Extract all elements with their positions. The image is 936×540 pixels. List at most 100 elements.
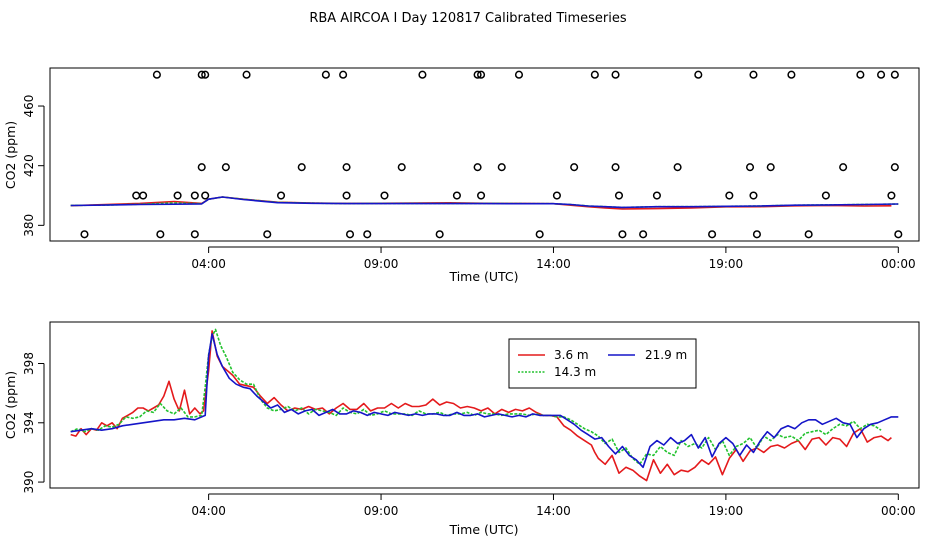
bottom-panel: 04:00 09:00 14:00 19:00 00:00 390 394 398 Time… <box>3 321 920 537</box>
calibration-point <box>611 163 620 172</box>
calibration-point <box>477 191 486 200</box>
calibration-point <box>890 70 899 79</box>
calibration-point <box>611 70 620 79</box>
bottom-x-tick-label: 00:00 <box>881 504 916 518</box>
top-y-tick-label: 460 <box>22 95 36 118</box>
bottom-y-tick-label: 394 <box>22 411 36 434</box>
calibration-point <box>152 70 161 79</box>
top-y-axis: 380 420 460 <box>22 95 45 237</box>
calibration-point <box>535 230 544 239</box>
top-calibration-points <box>80 70 903 239</box>
calibration-point <box>339 70 348 79</box>
calibration-point <box>342 191 351 200</box>
calibration-point <box>473 70 482 79</box>
calibration-point <box>263 230 272 239</box>
calibration-point <box>190 191 199 200</box>
calibration-point <box>570 163 579 172</box>
bottom-series-line-3-6-m <box>70 330 892 482</box>
bottom-x-axis: 04:00 09:00 14:00 19:00 00:00 <box>191 493 916 518</box>
calibration-point <box>752 230 761 239</box>
calibration-point <box>708 230 717 239</box>
calibration-point <box>190 230 199 239</box>
top-panel: 04:00 09:00 14:00 19:00 00:00 380 420 460 Time… <box>3 67 920 284</box>
top-y-axis-label: CO2 (ppm) <box>3 121 18 189</box>
top-x-tick-label: 04:00 <box>191 257 226 271</box>
bottom-series-line-21-9-m <box>70 333 899 469</box>
calibration-point <box>725 191 734 200</box>
calibration-point <box>856 70 865 79</box>
calibration-point <box>745 163 755 172</box>
calibration-point <box>887 191 896 200</box>
calibration-point <box>139 191 148 200</box>
calibration-point <box>894 230 903 239</box>
calibration-point <box>80 230 89 239</box>
bottom-y-axis-label: CO2 (ppm) <box>3 371 18 439</box>
top-x-axis-label: Time (UTC) <box>448 269 518 284</box>
calibration-point <box>652 191 661 200</box>
calibration-point <box>890 163 899 172</box>
calibration-point <box>590 70 599 79</box>
calibration-point <box>673 163 682 172</box>
calibration-point <box>821 191 830 200</box>
calibration-point <box>221 163 230 172</box>
calibration-point <box>614 191 624 200</box>
top-y-tick-label: 420 <box>22 154 36 177</box>
calibration-point <box>132 191 141 200</box>
legend-box <box>508 338 697 389</box>
legend-label-21-9m: 21.9 m <box>645 348 687 362</box>
calibration-point <box>345 230 355 239</box>
calibration-point <box>514 70 524 79</box>
calibration-point <box>276 191 286 200</box>
calibration-point <box>435 230 444 239</box>
bottom-y-tick-label: 398 <box>22 352 36 375</box>
top-series-group <box>70 196 899 210</box>
calibration-point <box>201 191 210 200</box>
legend: 3.6 m 21.9 m 14.3 m <box>508 338 697 389</box>
calibration-point <box>363 230 372 239</box>
top-plot-frame <box>49 67 920 242</box>
calibration-point <box>839 163 848 172</box>
calibration-point <box>197 70 206 79</box>
calibration-point <box>156 230 165 239</box>
calibration-point <box>452 191 461 200</box>
calibration-point <box>342 163 351 172</box>
bottom-y-axis: 390 394 398 <box>22 352 45 494</box>
calibration-point <box>173 191 182 200</box>
calibration-point <box>749 70 758 79</box>
bottom-x-tick-label: 14:00 <box>536 504 571 518</box>
bottom-series-group <box>70 328 899 482</box>
calibration-point <box>201 70 210 79</box>
calibration-point <box>297 163 306 172</box>
bottom-series-line-14-3-m <box>70 328 882 466</box>
calibration-point <box>397 163 406 172</box>
top-y-tick-label: 380 <box>22 214 36 237</box>
bottom-plot-frame <box>49 321 920 489</box>
bottom-x-tick-label: 04:00 <box>191 504 226 518</box>
top-x-tick-label: 00:00 <box>881 257 916 271</box>
calibration-point <box>749 191 758 200</box>
calibration-point <box>877 70 886 79</box>
top-x-tick-label: 14:00 <box>536 257 571 271</box>
calibration-point <box>497 163 506 172</box>
bottom-y-tick-label: 390 <box>22 471 36 494</box>
top-x-axis: 04:00 09:00 14:00 19:00 00:00 <box>191 246 916 271</box>
calibration-point <box>321 70 330 79</box>
calibration-point <box>242 70 251 79</box>
bottom-x-tick-label: 19:00 <box>709 504 744 518</box>
top-x-tick-label: 09:00 <box>364 257 399 271</box>
calibration-point <box>804 230 813 239</box>
calibration-point <box>766 163 775 172</box>
calibration-point <box>787 70 796 79</box>
bottom-x-axis-label: Time (UTC) <box>448 522 518 537</box>
figure-title: RBA AIRCOA I Day 120817 Calibrated Times… <box>309 11 627 26</box>
bottom-x-tick-label: 09:00 <box>364 504 399 518</box>
calibration-point <box>473 163 482 172</box>
calibration-point <box>197 163 206 172</box>
calibration-point <box>552 191 561 200</box>
calibration-point <box>639 230 648 239</box>
top-x-tick-label: 19:00 <box>709 257 744 271</box>
legend-label-14-3m: 14.3 m <box>554 365 596 379</box>
calibration-point <box>694 70 703 79</box>
calibration-point <box>477 70 486 79</box>
